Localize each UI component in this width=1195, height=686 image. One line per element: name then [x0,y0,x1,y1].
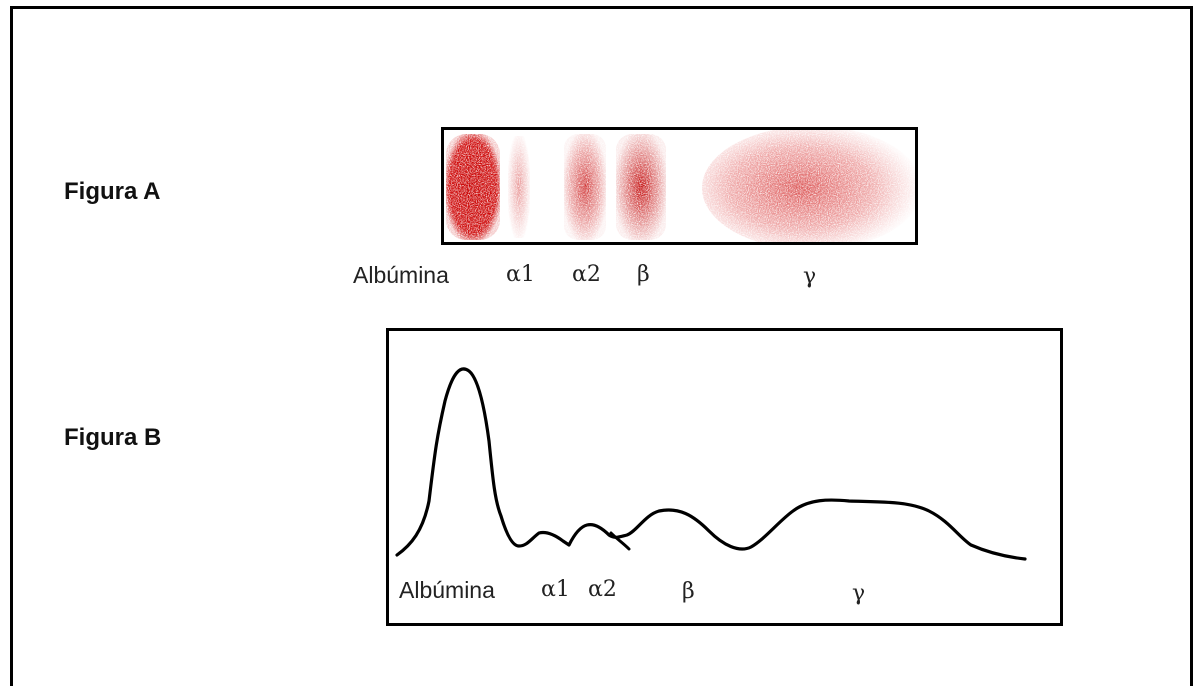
figure-b-label: Figura B [64,424,162,451]
band-alpha1 [508,136,530,238]
densitometry-curve [395,367,1027,561]
densitometry-plot-box [386,328,1063,626]
plot-label-alpha1: α1 [541,577,570,602]
strip-label-alpha1: α1 [506,262,535,287]
electrophoresis-strip [441,127,918,245]
figure-a-label: Figura A [64,178,161,205]
strip-label-albumina: Albúmina [353,262,449,288]
band-alpha2 [564,134,606,240]
figure-frame [10,6,1193,686]
strip-label-alpha2: α2 [572,262,601,287]
plot-label-beta: β [682,579,695,604]
strip-label-gamma: γ [803,264,817,289]
densitometry-alpha2-tail [609,531,631,551]
plot-label-albumina: Albúmina [399,577,495,603]
plot-label-alpha2: α2 [588,577,617,602]
band-beta [616,134,666,240]
band-albumina [446,134,500,240]
plot-label-gamma: γ [852,581,866,606]
strip-label-beta: β [637,262,650,287]
band-gamma [702,130,915,242]
